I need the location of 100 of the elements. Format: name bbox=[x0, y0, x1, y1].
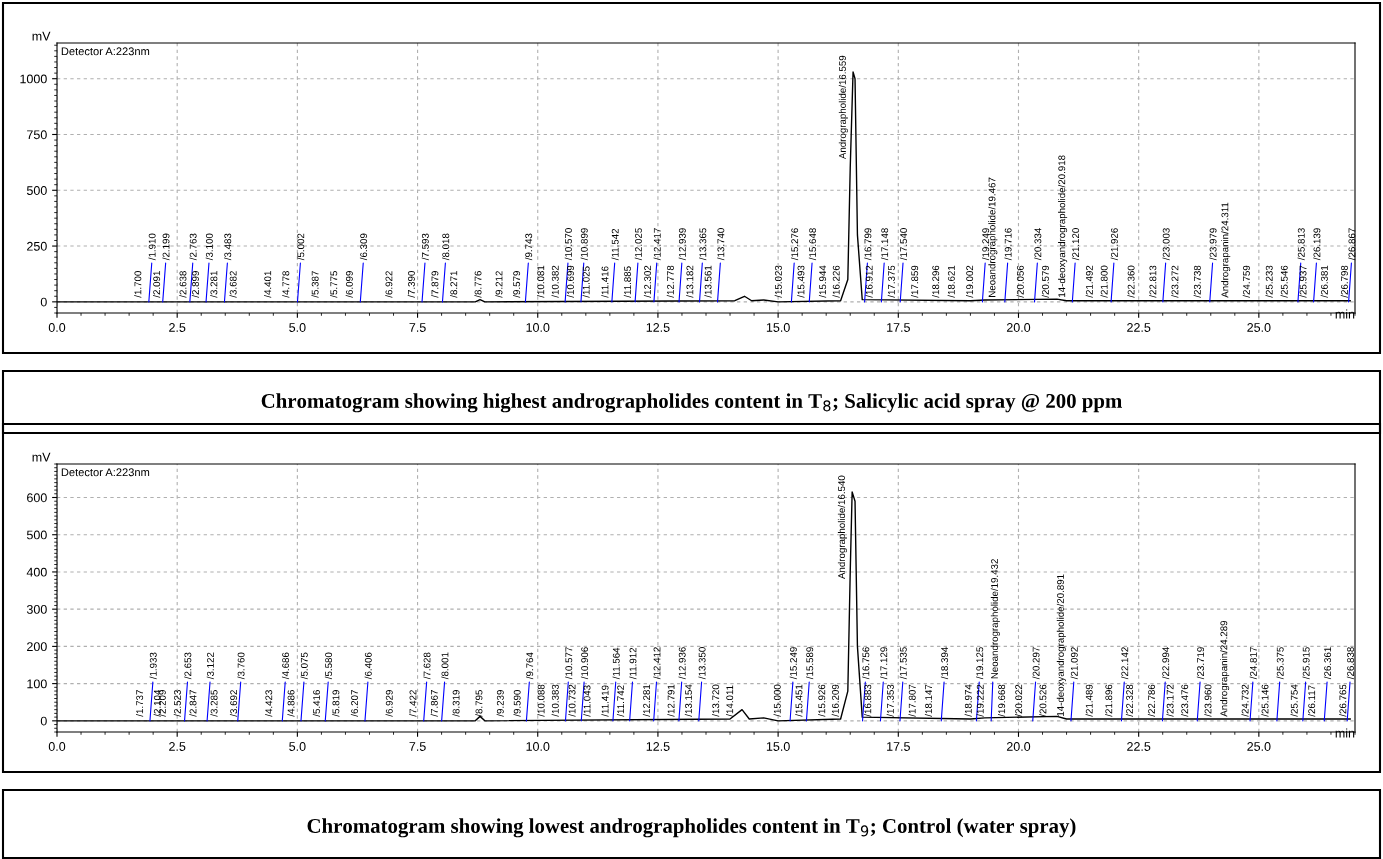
x-tick-label: 25.0 bbox=[1247, 323, 1271, 332]
y-tick-label: 1000 bbox=[20, 74, 47, 84]
annotation: /21.489 bbox=[1085, 684, 1093, 717]
y-tick-label: 750 bbox=[27, 130, 47, 140]
annotation: /8.319 bbox=[452, 690, 460, 717]
annotation: /18.974 bbox=[964, 684, 972, 717]
annotation: /3.285 bbox=[210, 690, 218, 717]
annotation: /25.813 bbox=[1297, 228, 1305, 261]
annotation: /21.800 bbox=[1100, 265, 1108, 298]
x-tick-label: 2.5 bbox=[169, 323, 186, 332]
x-tick-label: 12.5 bbox=[646, 323, 670, 332]
annotation: /5.580 bbox=[324, 652, 333, 680]
annotation: /11.885 bbox=[623, 266, 631, 298]
annotation: /25.375 bbox=[1276, 647, 1284, 680]
annotation: /25.546 bbox=[1280, 265, 1288, 298]
annotation: /13.182 bbox=[686, 265, 694, 298]
annotation: /8.018 bbox=[442, 233, 450, 261]
annotation: /4.401 bbox=[264, 271, 272, 298]
annotation: /19.125 bbox=[976, 647, 984, 680]
annotation: /9.743 bbox=[525, 233, 533, 261]
annotation: /23.960 bbox=[1204, 684, 1212, 717]
annotation: /6.207 bbox=[350, 690, 359, 717]
annotation: /16.799 bbox=[864, 228, 872, 261]
annotation: /9.579 bbox=[512, 271, 521, 298]
annotation: /25.754 bbox=[1290, 684, 1298, 717]
annotation: /2.091 bbox=[152, 271, 161, 298]
annotation: /8.776 bbox=[474, 271, 482, 298]
annotation: /10.732 bbox=[568, 684, 576, 717]
annotation: /6.099 bbox=[345, 271, 353, 298]
y-tick-label: 300 bbox=[26, 604, 47, 614]
annotation: /2.523 bbox=[173, 690, 181, 717]
annotation: /15.926 bbox=[818, 684, 826, 717]
annotation: /2.638 bbox=[179, 271, 187, 298]
annotation: /15.944 bbox=[818, 265, 827, 298]
annotation: /6.309 bbox=[359, 233, 368, 261]
x-tick-label: 2.5 bbox=[169, 742, 186, 751]
annotation: /19.222 bbox=[976, 684, 984, 717]
annotation: /18.147 bbox=[924, 684, 933, 717]
annotation: /17.148 bbox=[881, 228, 889, 261]
annotation: /9.590 bbox=[513, 690, 521, 717]
x-tick-label: 15.0 bbox=[766, 323, 790, 332]
annotation: /12.281 bbox=[642, 684, 651, 717]
annotation: /12.025 bbox=[634, 228, 642, 261]
annotation: /25.146 bbox=[1261, 684, 1269, 717]
annotation: /2.899 bbox=[191, 271, 199, 298]
annotation: Detector A:223nm bbox=[61, 468, 150, 477]
annotation: /14.011 bbox=[726, 685, 734, 717]
annotation: /15.589 bbox=[806, 647, 814, 680]
annotation: /15.000 bbox=[773, 684, 781, 717]
annotation: /4.886 bbox=[287, 690, 295, 717]
annotation: /7.390 bbox=[407, 271, 415, 298]
annotation: /16.883 bbox=[864, 684, 872, 717]
annotation: /22.328 bbox=[1125, 684, 1134, 717]
annotation: /7.879 bbox=[431, 271, 439, 298]
annotation: /3.692 bbox=[229, 690, 238, 717]
annotation: /2.199 bbox=[162, 233, 170, 261]
annotation: /10.570 bbox=[564, 228, 572, 261]
y-axis-title: mV bbox=[32, 31, 51, 41]
annotation: /13.720 bbox=[712, 684, 720, 717]
annotation: Andrograpanin/24.311 bbox=[1221, 202, 1231, 298]
annotation: /5.416 bbox=[312, 690, 320, 717]
annotation: /7.422 bbox=[409, 690, 417, 717]
annotation: /23.172 bbox=[1166, 684, 1174, 717]
text: Chromatogram showing lowest andrographolides content in T$_{9}$; Control (water spray) bbox=[307, 818, 1076, 838]
x-tick-label: 25.0 bbox=[1247, 742, 1271, 751]
annotation: /23.003 bbox=[1162, 228, 1170, 261]
annotation: /21.092 bbox=[1070, 647, 1078, 680]
annotation: Andrographolide/16.559 bbox=[838, 55, 848, 160]
annotation: /17.540 bbox=[899, 228, 907, 261]
annotation: /13.350 bbox=[698, 647, 706, 680]
annotation: /18.296 bbox=[932, 265, 940, 298]
annotation: /12.778 bbox=[666, 265, 674, 298]
annotation: /26.117 bbox=[1308, 685, 1316, 717]
annotation: /7.628 bbox=[423, 652, 431, 680]
annotation: /6.929 bbox=[385, 690, 393, 717]
annotation: /22.813 bbox=[1149, 265, 1157, 298]
annotation: /3.483 bbox=[224, 233, 232, 261]
annotation: /11.912 bbox=[629, 647, 637, 680]
x-tick-label: 7.5 bbox=[409, 323, 426, 332]
annotation: /5.075 bbox=[300, 652, 308, 680]
annotation: /17.859 bbox=[911, 265, 919, 298]
annotation: /22.360 bbox=[1127, 265, 1135, 298]
annotation: /22.994 bbox=[1162, 647, 1170, 680]
annotation: /16.756 bbox=[862, 647, 870, 680]
annotation: /17.129 bbox=[880, 647, 888, 680]
x-tick-label: 20.0 bbox=[1006, 742, 1031, 751]
annotation: /12.791 bbox=[667, 684, 675, 717]
annotation: /10.899 bbox=[580, 228, 588, 261]
annotation: /3.760 bbox=[237, 652, 245, 680]
annotation: /24.732 bbox=[1241, 684, 1249, 717]
annotation: /26.867 bbox=[1348, 228, 1356, 261]
x-tick-label: 22.5 bbox=[1127, 742, 1151, 751]
annotation: /26.381 bbox=[1320, 265, 1328, 298]
y-tick-label: 200 bbox=[27, 642, 47, 652]
x-tick-label: 12.5 bbox=[646, 742, 670, 751]
y-tick-label: 100 bbox=[27, 679, 47, 689]
annotation: /23.979 bbox=[1209, 228, 1217, 261]
annotation: /8.001 bbox=[441, 652, 449, 680]
annotation: /5.387 bbox=[311, 271, 319, 298]
annotation: /1.700 bbox=[134, 271, 142, 298]
